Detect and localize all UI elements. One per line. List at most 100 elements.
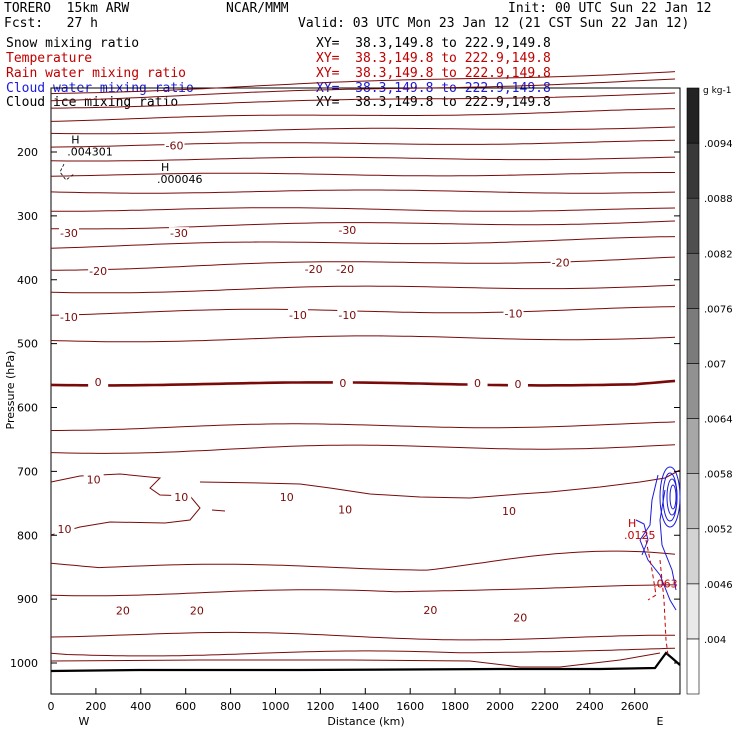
isotherm-label: 10 [502, 505, 516, 518]
colorbar-segment [686, 418, 700, 474]
y-tick-label: 800 [17, 529, 38, 542]
isotherm-label: 10 [57, 523, 71, 536]
x-tick-label: 1800 [441, 700, 469, 713]
cloud-water-group [635, 466, 681, 611]
isotherm-label: 20 [513, 612, 527, 625]
contour-label-bg [507, 377, 528, 390]
y-axis-title: Pressure (hPa) [4, 351, 17, 430]
isotherm-label: -10 [60, 311, 78, 324]
colorbar-tick-label: .004 [704, 635, 726, 646]
isotherm-line [50, 652, 661, 668]
x-tick-label: 0 [48, 700, 55, 713]
isotherm-label: -10 [504, 308, 522, 321]
isotherm-label: -30 [60, 227, 78, 240]
snow-contour [59, 163, 75, 181]
isotherm-label: -10 [338, 309, 356, 322]
colorbar-tick-label: .007 [704, 359, 726, 370]
center-title: NCAR/MMM [226, 1, 289, 16]
isotherm-line [50, 108, 676, 122]
forecast-hour: Fcst: 27 h [4, 16, 98, 31]
isotherm-label: 20 [116, 605, 130, 618]
isotherm-line [50, 126, 676, 135]
field-snow-xy: XY= 38.3,149.8 to 222.9,149.8 [316, 36, 551, 51]
contour-label-bg [58, 310, 79, 323]
x-tick-label: 2600 [621, 700, 649, 713]
field-temperature-xy: XY= 38.3,149.8 to 222.9,149.8 [316, 51, 551, 66]
cloud-water-contour [666, 478, 678, 516]
colorbar-segment [686, 308, 700, 364]
isotherm-label: -30 [170, 227, 188, 240]
contour-label-bg [510, 611, 531, 624]
isotherm-line [50, 631, 675, 641]
colorbar-tick-label: .0058 [704, 470, 733, 481]
colorbar-segment [686, 363, 700, 419]
contour-label-bg [276, 490, 297, 503]
extremum-marker: H [71, 134, 79, 147]
x-tick-label: 200 [85, 700, 106, 713]
y-tick-label: 400 [17, 274, 38, 287]
rain-water-group [645, 539, 669, 656]
isotherm-line [51, 207, 676, 212]
isotherm-label: -30 [338, 224, 356, 237]
isotherm-line [50, 220, 676, 230]
colorbar-tick-label: .0046 [704, 580, 733, 591]
plot-frame [50, 87, 681, 695]
contour-label-bg [88, 264, 109, 277]
contour-label-bg [164, 139, 185, 152]
west-label: W [79, 715, 90, 728]
contour-label-bg [332, 377, 353, 390]
contour-label-bg [550, 256, 571, 269]
colorbar-segment [686, 252, 700, 309]
field-snow: Snow mixing ratio [6, 36, 140, 51]
y-tick-label: 600 [17, 402, 38, 415]
contour-label-bg [420, 603, 441, 616]
isotherm-line [50, 139, 676, 148]
contour-label-bg [498, 504, 519, 517]
isotherm-line [51, 256, 676, 271]
isotherm-label: 10 [338, 504, 352, 517]
contour-label-bg [83, 473, 104, 486]
y-tick-label: 700 [17, 465, 38, 478]
y-tick-label: 1000 [10, 657, 38, 670]
field-cloud-ice: Cloud ice mixing ratio [6, 95, 179, 110]
cloud-water-contour [659, 489, 677, 591]
isotherm-line [50, 156, 676, 162]
rain-water-contour [659, 559, 669, 656]
contour-label-bg [54, 522, 75, 535]
isotherm-zero-line [50, 379, 676, 387]
y-tick-label: 300 [17, 210, 38, 223]
isotherm-label: -20 [336, 263, 354, 276]
colorbar-unit: g kg-1 [703, 86, 731, 96]
isotherm-label: 10 [280, 491, 294, 504]
rain-water-contour [645, 539, 657, 601]
isotherm-line [50, 284, 676, 294]
isotherm-line [50, 71, 676, 95]
x-tick-label: 800 [220, 700, 241, 713]
isotherm-line [50, 550, 676, 571]
contour-label-bg [287, 308, 308, 321]
colorbar-segment [686, 87, 700, 144]
isotherm-line [50, 189, 676, 194]
contour-label-bg [303, 262, 324, 275]
isotherm-line [211, 509, 226, 512]
contour-label-bg [335, 503, 356, 516]
contour-label-bg [58, 227, 79, 240]
x-axis-title: Distance (km) [327, 715, 404, 728]
y-tick-label: 900 [17, 593, 38, 606]
colorbar-tick-label: .0088 [704, 194, 733, 205]
contour-label-bg [467, 377, 488, 390]
isotherm-line [50, 584, 675, 597]
contour-label-bg [168, 227, 189, 240]
isotherm-label: 0 [339, 377, 346, 390]
colorbar-tick-label: .0064 [704, 415, 733, 426]
isotherm-line [50, 236, 676, 249]
model-title: TORERO 15km ARW [4, 1, 130, 16]
isotherm-label: 20 [423, 604, 437, 617]
field-rain: Rain water mixing ratio [6, 66, 187, 81]
colorbar-tick-label: .0076 [704, 304, 733, 315]
contour-label-bg [337, 223, 358, 236]
isotherm-label: 10 [87, 474, 101, 487]
cloud-water-contour [635, 519, 649, 556]
isotherm-label: 10 [174, 491, 188, 504]
cloud-water-contour [669, 484, 677, 510]
